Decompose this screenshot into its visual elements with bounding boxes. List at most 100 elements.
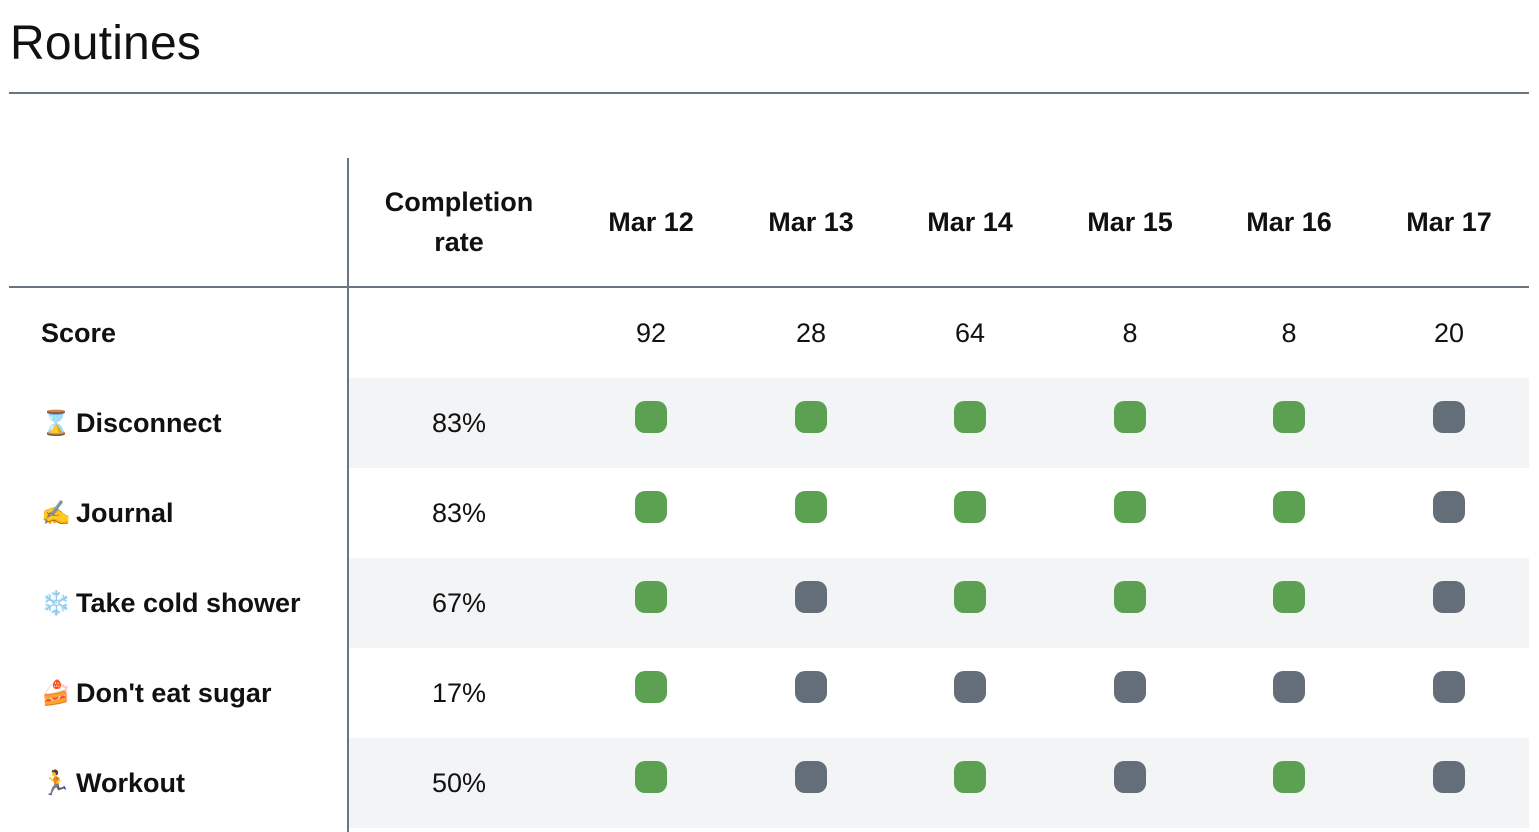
missed-toggle[interactable] <box>1433 761 1465 793</box>
routine-row: ❄️ Take cold shower 67% <box>9 558 1529 648</box>
completed-toggle[interactable] <box>954 401 986 433</box>
date-header: Mar 12 <box>608 207 694 237</box>
hourglass-icon: ⌛ <box>41 409 71 437</box>
day-cell <box>1209 378 1369 468</box>
title-divider <box>9 92 1529 94</box>
runner-icon: 🏃 <box>41 769 71 797</box>
routine-name-cell: ⌛ Disconnect <box>41 378 222 468</box>
date-header: Mar 15 <box>1087 207 1173 237</box>
table-header: Completion rate Mar 12 Mar 13 Mar 14 Mar… <box>9 158 1529 288</box>
completed-toggle[interactable] <box>1114 581 1146 613</box>
routine-name-cell: 🏃 Workout <box>41 738 185 828</box>
day-cell <box>571 558 731 648</box>
completed-toggle[interactable] <box>1273 761 1305 793</box>
completed-toggle[interactable] <box>635 401 667 433</box>
day-cell <box>1209 468 1369 558</box>
completion-rate-value: 83% <box>431 497 487 528</box>
completion-rate-value: 17% <box>431 677 487 708</box>
completed-toggle[interactable] <box>954 581 986 613</box>
routine-row: 🏃 Workout 50% <box>9 738 1529 828</box>
completion-rate-value: 50% <box>431 767 487 798</box>
routine-name: Journal <box>76 497 174 528</box>
day-cell <box>1050 468 1210 558</box>
score-value: 92 <box>635 317 667 348</box>
completed-toggle[interactable] <box>1273 401 1305 433</box>
day-cell <box>731 558 891 648</box>
cake-icon: 🍰 <box>41 679 71 707</box>
writing-hand-icon: ✍️ <box>41 499 71 527</box>
completed-toggle[interactable] <box>1114 401 1146 433</box>
day-cell <box>1369 378 1529 468</box>
day-cell <box>890 648 1050 738</box>
day-cell <box>1050 378 1210 468</box>
date-header: Mar 13 <box>768 207 854 237</box>
completed-toggle[interactable] <box>1114 491 1146 523</box>
day-cell <box>890 738 1050 828</box>
column-divider <box>347 158 349 832</box>
score-value: 64 <box>954 317 986 348</box>
day-cell <box>731 648 891 738</box>
day-cell <box>1369 558 1529 648</box>
score-label: Score <box>41 317 117 348</box>
day-cell <box>1369 738 1529 828</box>
score-value: 8 <box>1281 317 1297 348</box>
completion-rate-value: 83% <box>431 407 487 438</box>
completed-toggle[interactable] <box>635 491 667 523</box>
day-cell <box>571 378 731 468</box>
score-value: 20 <box>1433 317 1465 348</box>
completed-toggle[interactable] <box>795 491 827 523</box>
missed-toggle[interactable] <box>795 671 827 703</box>
routine-name: Workout <box>76 767 185 798</box>
routine-rows: ⌛ Disconnect 83% ✍️ Journal 83% ❄️ Take cold sh… <box>9 378 1529 828</box>
missed-toggle[interactable] <box>1114 671 1146 703</box>
missed-toggle[interactable] <box>795 581 827 613</box>
completed-toggle[interactable] <box>1273 491 1305 523</box>
routine-row: ✍️ Journal 83% <box>9 468 1529 558</box>
day-cell <box>1209 648 1369 738</box>
routine-name: Take cold shower <box>76 587 301 618</box>
day-cell <box>571 648 731 738</box>
missed-toggle[interactable] <box>1433 581 1465 613</box>
score-row: Score 92 28 64 8 8 20 <box>9 288 1529 378</box>
routines-table: Completion rate Mar 12 Mar 13 Mar 14 Mar… <box>9 158 1529 832</box>
day-cell <box>1050 738 1210 828</box>
day-cell <box>571 468 731 558</box>
day-cell <box>1050 558 1210 648</box>
day-cell <box>1369 468 1529 558</box>
routine-name-cell: ❄️ Take cold shower <box>41 558 301 648</box>
day-cell <box>731 378 891 468</box>
missed-toggle[interactable] <box>1433 401 1465 433</box>
day-cell <box>1369 648 1529 738</box>
completed-toggle[interactable] <box>1273 581 1305 613</box>
snowflake-icon: ❄️ <box>41 589 71 617</box>
routine-row: 🍰 Don't eat sugar 17% <box>9 648 1529 738</box>
day-cell <box>890 468 1050 558</box>
day-cell <box>890 378 1050 468</box>
day-cell <box>1209 738 1369 828</box>
missed-toggle[interactable] <box>1114 761 1146 793</box>
routine-row: ⌛ Disconnect 83% <box>9 378 1529 468</box>
completed-toggle[interactable] <box>795 401 827 433</box>
completed-toggle[interactable] <box>954 491 986 523</box>
missed-toggle[interactable] <box>795 761 827 793</box>
completed-toggle[interactable] <box>635 581 667 613</box>
day-cell <box>1209 558 1369 648</box>
completion-rate-value: 67% <box>431 587 487 618</box>
missed-toggle[interactable] <box>1273 671 1305 703</box>
day-cell <box>571 738 731 828</box>
completed-toggle[interactable] <box>635 761 667 793</box>
day-cell <box>731 468 891 558</box>
score-value: 28 <box>795 317 827 348</box>
missed-toggle[interactable] <box>954 671 986 703</box>
missed-toggle[interactable] <box>1433 491 1465 523</box>
date-header: Mar 17 <box>1406 207 1492 237</box>
completed-toggle[interactable] <box>954 761 986 793</box>
routine-name-cell: 🍰 Don't eat sugar <box>41 648 271 738</box>
completed-toggle[interactable] <box>635 671 667 703</box>
date-header: Mar 16 <box>1246 207 1332 237</box>
completion-rate-header: Completion rate <box>384 187 534 257</box>
routine-name: Disconnect <box>76 407 222 438</box>
missed-toggle[interactable] <box>1433 671 1465 703</box>
day-cell <box>1050 648 1210 738</box>
